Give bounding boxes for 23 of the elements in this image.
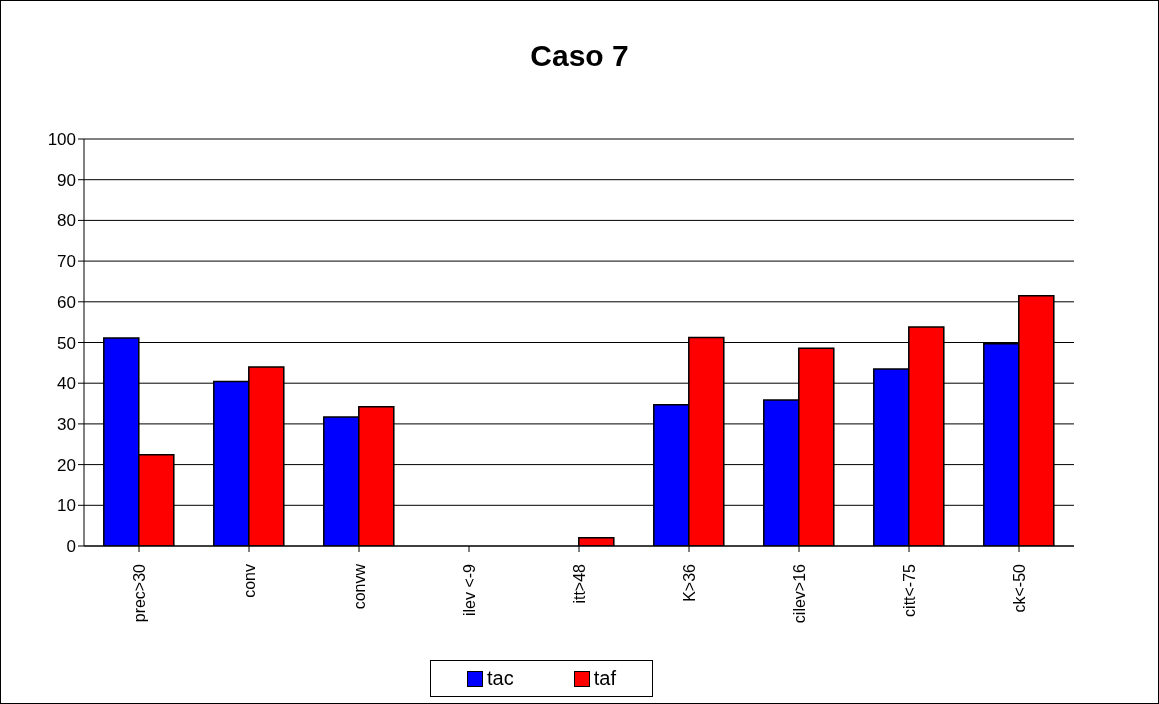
x-tick-label: K>36 xyxy=(680,563,698,602)
y-tick-label: 60 xyxy=(57,292,76,312)
x-tick-label: cilev>16 xyxy=(790,563,808,624)
x-tick-label: citt<-75 xyxy=(900,563,918,617)
y-tick-label: 40 xyxy=(57,374,76,394)
y-tick-label: 90 xyxy=(57,170,76,190)
x-tick-label: itt>48 xyxy=(570,563,588,604)
x-tick-label: ilev <-9 xyxy=(460,563,478,617)
y-tick-label: 100 xyxy=(47,130,76,150)
y-tick-label: 20 xyxy=(57,455,76,475)
x-tick-label: prec>30 xyxy=(130,563,148,623)
y-tick-label: 30 xyxy=(57,414,76,434)
x-tick-label: ck<-50 xyxy=(1010,563,1028,613)
chart-title: Caso 7 xyxy=(529,39,630,73)
y-tick-label: 0 xyxy=(66,537,76,557)
y-tick-label: 10 xyxy=(57,496,76,516)
x-tick-label: conv xyxy=(240,564,258,598)
y-tick-label: 50 xyxy=(57,333,76,353)
x-tick-label: convw xyxy=(350,563,368,610)
legend-label: tac xyxy=(486,667,514,690)
legend-label: taf xyxy=(592,667,616,690)
y-tick-label: 70 xyxy=(57,252,76,272)
y-tick-label: 80 xyxy=(57,211,76,231)
